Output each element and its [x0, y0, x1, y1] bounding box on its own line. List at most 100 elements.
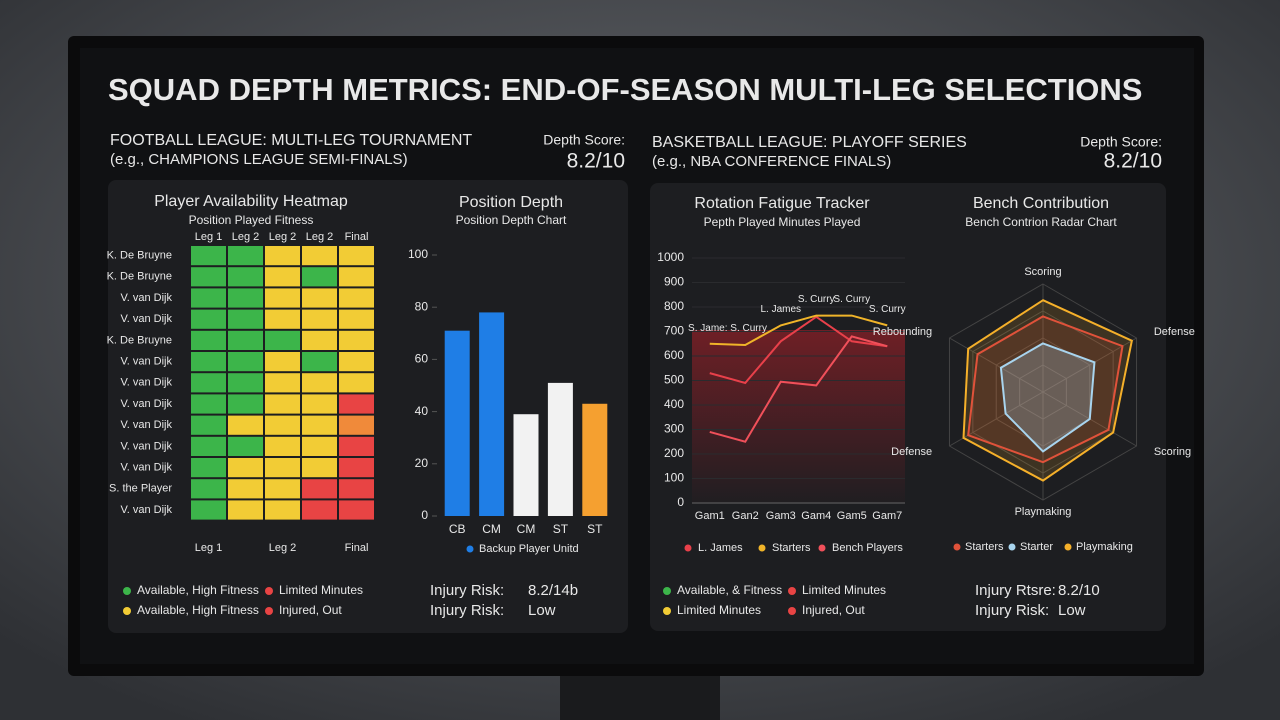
heat-cell	[339, 330, 374, 350]
y-tick-label: 200	[664, 446, 684, 460]
heat-cell	[265, 373, 300, 393]
heat-cell	[191, 479, 226, 499]
legend-swatch	[123, 607, 131, 615]
section-subheading: (e.g., CHAMPIONS LEAGUE SEMI-FINALS)	[110, 151, 408, 168]
heat-cell	[265, 246, 300, 266]
heat-cell	[228, 288, 263, 308]
legend-swatch	[663, 587, 671, 595]
legend-label: Limited Minutes	[677, 603, 761, 617]
heat-cell	[265, 352, 300, 372]
section-heading: BASKETBALL LEAGUE: PLAYOFF SERIES	[652, 134, 967, 151]
chart-title: Rotation Fatigue Tracker	[694, 195, 870, 212]
heat-cell	[339, 288, 374, 308]
heat-cell	[191, 352, 226, 372]
stat-label: Injury Risk:	[430, 602, 504, 619]
depth-score-label: Depth Score:	[543, 132, 625, 148]
heat-cell	[339, 267, 374, 287]
column-label: Final	[345, 231, 369, 243]
annotation: S. Jame: S. Curry	[688, 323, 767, 334]
title: SQUAD DEPTH METRICS: END-OF-SEASON MULTI…	[108, 72, 1143, 107]
stat-value: 8.2/14b	[528, 582, 578, 599]
radar-axis	[1042, 337, 1137, 393]
x-tick-label: Gam4	[801, 510, 831, 522]
heat-cell	[339, 458, 374, 478]
row-label: V. van Dijk	[120, 356, 172, 368]
heat-cell	[228, 309, 263, 329]
heat-cell	[228, 458, 263, 478]
chart-title: Player Availability Heatmap	[154, 193, 348, 210]
y-tick-label: 0	[677, 495, 684, 509]
y-tick-label: 100	[408, 247, 428, 261]
y-tick-label: 60	[415, 352, 429, 366]
legend-label: Playmaking	[1076, 541, 1133, 553]
radar-axis	[949, 391, 1044, 447]
chart-subtitle: Bench Contrion Radar Chart	[965, 215, 1117, 229]
row-label: V. van Dijk	[120, 440, 172, 452]
chart-subtitle: Pepth Played Minutes Played	[704, 215, 861, 229]
x-tick-label: Gam7	[872, 510, 902, 522]
legend-swatch	[123, 587, 131, 595]
row-label: V. van Dijk	[120, 504, 172, 516]
monitor-stand	[560, 672, 720, 720]
heat-cell	[191, 267, 226, 287]
heat-cell	[302, 500, 337, 520]
stat-value: 8.2/10	[1058, 582, 1100, 599]
stat-label: Injury Risk:	[975, 602, 1049, 619]
x-tick-label: Gam5	[837, 510, 867, 522]
legend-label: Available, High Fitness	[137, 583, 259, 597]
y-tick-label: 600	[664, 348, 684, 362]
legend-label: Injured, Out	[802, 603, 865, 617]
x-tick-label: ST	[587, 522, 603, 536]
radar-axis	[949, 337, 1044, 393]
y-tick-label: 1000	[657, 250, 684, 264]
bar	[444, 330, 470, 516]
heat-cell	[191, 415, 226, 435]
legend-label: Bench Players	[832, 542, 903, 554]
row-label: K. De Bruyne	[107, 250, 172, 262]
section-subheading: (e.g., NBA CONFERENCE FINALS)	[652, 153, 891, 170]
stat-label: Injury Rtsre:	[975, 582, 1056, 599]
legend-swatch	[788, 587, 796, 595]
row-label: V. van Dijk	[120, 462, 172, 474]
bar	[479, 312, 505, 516]
x-tick-label: CM	[517, 522, 536, 536]
x-tick-label: ST	[553, 522, 569, 536]
heat-cell	[339, 479, 374, 499]
y-tick-label: 400	[664, 397, 684, 411]
legend-swatch	[1064, 543, 1072, 551]
heat-cell	[265, 436, 300, 456]
heat-cell	[302, 394, 337, 414]
legend-label: Limited Minutes	[279, 583, 363, 597]
heat-cell	[191, 309, 226, 329]
heat-cell	[265, 309, 300, 329]
row-label: K. De Bruyne	[107, 271, 172, 283]
heat-cell	[228, 415, 263, 435]
x-tick-label: Gam3	[766, 510, 796, 522]
line-series	[709, 335, 888, 443]
x-tick-label: CB	[449, 522, 466, 536]
heat-cell	[339, 373, 374, 393]
stat-label: Injury Risk:	[430, 582, 504, 599]
heat-cell	[191, 246, 226, 266]
legend-label: Available, & Fitness	[677, 583, 782, 597]
legend-swatch	[684, 544, 692, 552]
heat-cell	[265, 267, 300, 287]
legend-swatch	[758, 544, 766, 552]
legend-label: Starters	[772, 542, 811, 554]
legend-label: Injured, Out	[279, 603, 342, 617]
heat-cell	[339, 352, 374, 372]
line-series	[709, 314, 888, 346]
heat-cell	[191, 288, 226, 308]
heat-cell	[265, 330, 300, 350]
row-label: V. van Dijk	[120, 377, 172, 389]
y-tick-label: 100	[664, 471, 684, 485]
row-label: S. the Player	[109, 483, 172, 495]
column-label: Leg 2	[269, 231, 297, 243]
heat-cell	[191, 373, 226, 393]
legend-label: Available, High Fitness	[137, 603, 259, 617]
heat-cell	[339, 436, 374, 456]
legend-swatch	[265, 607, 273, 615]
column-label: Leg 1	[195, 542, 223, 554]
